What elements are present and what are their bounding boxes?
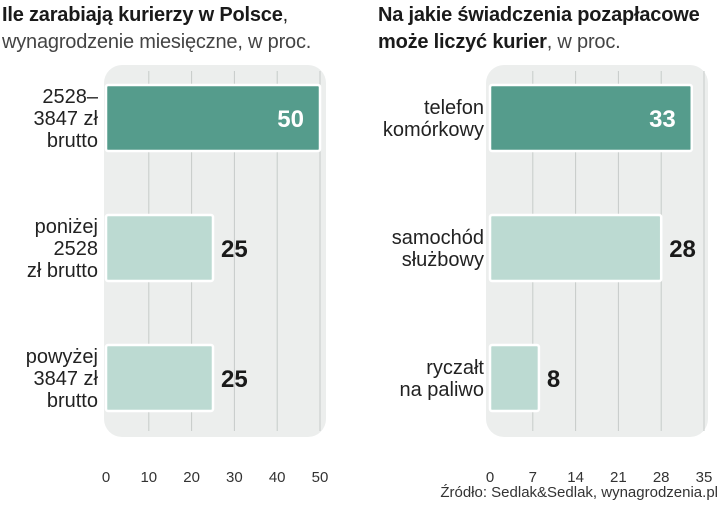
category-label-line: na paliwo xyxy=(399,379,484,401)
x-tick-label: 0 xyxy=(102,469,110,486)
category-label: ryczałt na paliwo xyxy=(399,357,484,401)
bar xyxy=(488,213,663,283)
value-label: 25 xyxy=(221,366,248,393)
category-label-line: powyżej xyxy=(26,346,98,368)
x-tick-label: 35 xyxy=(696,469,713,486)
value-label: 50 xyxy=(277,106,304,133)
right-chart-title: Na jakie świadczenia pozapłacowe może li… xyxy=(378,2,718,56)
category-label-line: brutto xyxy=(47,130,98,152)
category-label: 2528– 3847 zł brutto xyxy=(34,86,99,152)
x-tick-label: 28 xyxy=(653,469,670,486)
value-label: 28 xyxy=(669,236,696,263)
source-note: Źródło: Sedlak&Sedlak, wynagrodzenia.pl xyxy=(440,484,718,501)
category-label-line: brutto xyxy=(47,390,98,412)
left-chart-subtitle: wynagrodzenie miesięczne, w proc. xyxy=(2,31,312,53)
value-label: 33 xyxy=(649,106,676,133)
x-tick-label: 0 xyxy=(486,469,494,486)
value-label: 8 xyxy=(547,366,560,393)
left-chart-title-sep: , xyxy=(282,4,289,26)
bar xyxy=(488,83,694,153)
bar xyxy=(104,213,215,283)
x-tick-label: 10 xyxy=(140,469,157,486)
category-label-line: 3847 zł xyxy=(34,368,99,390)
left-chart-title-bold: Ile zarabiają kurierzy w Polsce xyxy=(2,4,283,26)
left-chart-title: Ile zarabiają kurierzy w Polsce, wynagro… xyxy=(2,2,342,56)
bar xyxy=(488,343,541,413)
value-label: 25 xyxy=(221,236,248,263)
bar xyxy=(104,83,322,153)
category-label-line: samochód xyxy=(392,227,484,249)
category-label: telefon komórkowy xyxy=(383,97,484,141)
right-chart: 33 telefon komórkowy 28 samochód służbowy 8 ryc… xyxy=(383,65,713,486)
category-label-line: poniżej xyxy=(35,216,98,238)
category-label-line: ryczałt xyxy=(426,357,484,379)
category-label-line: 3847 zł xyxy=(34,108,99,130)
category-label-line: 2528 xyxy=(54,238,99,260)
category-label-line: komórkowy xyxy=(383,119,484,141)
category-label: poniżej 2528 zł brutto xyxy=(27,216,98,282)
category-label-line: 2528– xyxy=(42,86,98,108)
category-label: samochód służbowy xyxy=(392,227,484,271)
category-label-line: służbowy xyxy=(402,249,484,271)
category-label-line: telefon xyxy=(424,97,484,119)
x-tick-label: 50 xyxy=(312,469,329,486)
x-tick-label: 40 xyxy=(269,469,286,486)
right-chart-subtitle: , w proc. xyxy=(546,31,621,53)
x-tick-label: 21 xyxy=(610,469,627,486)
x-tick-label: 20 xyxy=(183,469,200,486)
category-label: powyżej 3847 zł brutto xyxy=(26,346,99,412)
right-chart-title-line1: Na jakie świadczenia pozapłacowe xyxy=(378,4,700,26)
right-chart-title-line2: może liczyć kurier xyxy=(378,31,547,53)
x-tick-label: 14 xyxy=(567,469,584,486)
x-tick-label: 7 xyxy=(529,469,537,486)
bar xyxy=(104,343,215,413)
x-tick-label: 30 xyxy=(226,469,243,486)
category-label-line: zł brutto xyxy=(27,260,98,282)
